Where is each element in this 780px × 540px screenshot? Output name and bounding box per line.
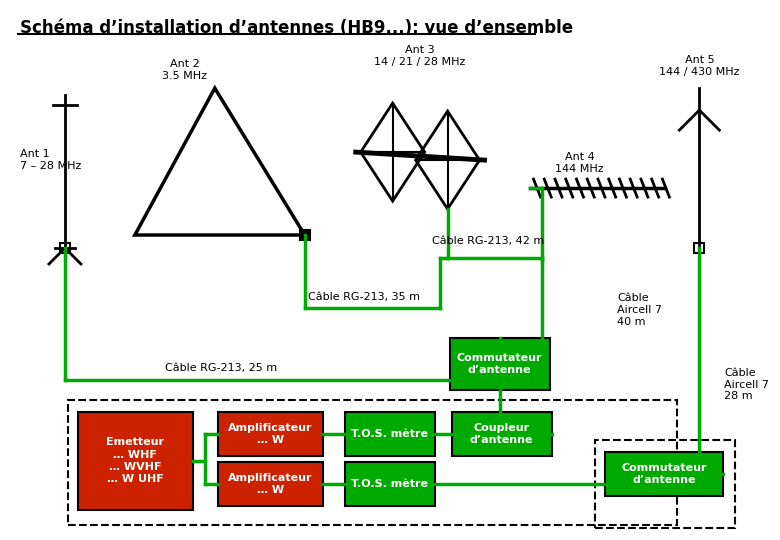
Text: Amplificateur
… W: Amplificateur … W [228,472,313,495]
Text: Câble
Aircell 7
28 m: Câble Aircell 7 28 m [725,368,769,402]
Bar [452,412,551,456]
Text: T.O.S. mètre: T.O.S. mètre [351,429,428,439]
Bar [78,412,193,510]
Bar [218,412,323,456]
Text: Ant 5
144 / 430 MHz: Ant 5 144 / 430 MHz [659,56,739,77]
Text: Ant 1
7 – 28 MHz: Ant 1 7 – 28 MHz [20,149,81,171]
Bar [345,412,434,456]
Text: Ant 3
14 / 21 / 28 MHz: Ant 3 14 / 21 / 28 MHz [374,45,466,67]
Bar [218,462,323,506]
Text: Commutateur
d’antenne: Commutateur d’antenne [622,463,707,485]
Bar [449,338,549,390]
Text: Coupleur
d’antenne: Coupleur d’antenne [470,423,534,445]
Text: Ant 4
144 MHz: Ant 4 144 MHz [555,152,604,174]
Text: Amplificateur
… W: Amplificateur … W [228,423,313,445]
Text: Câble RG‐213, 42 m: Câble RG‐213, 42 m [431,236,544,246]
Text: Schéma d’installation d’antennes (HB9...): vue d’ensemble: Schéma d’installation d’antennes (HB9...… [20,19,573,37]
Bar [300,230,310,240]
Text: T.O.S. mètre: T.O.S. mètre [351,479,428,489]
Bar [595,440,736,528]
Text: Câble
Aircell 7
40 m: Câble Aircell 7 40 m [618,293,662,327]
Text: Ant 2
3.5 MHz: Ant 2 3.5 MHz [162,59,207,81]
Bar [605,452,723,496]
Bar [68,400,677,525]
Text: Câble RG‐213, 35 m: Câble RG‐213, 35 m [308,292,420,302]
Bar [60,243,70,253]
Text: Commutateur
d’antenne: Commutateur d’antenne [457,353,542,375]
Bar [694,243,704,253]
Text: Emetteur
… WHF
… WVHF
… W UHF: Emetteur … WHF … WVHF … W UHF [106,437,165,484]
Text: Câble RG‐213, 25 m: Câble RG‐213, 25 m [165,363,277,373]
Bar [345,462,434,506]
